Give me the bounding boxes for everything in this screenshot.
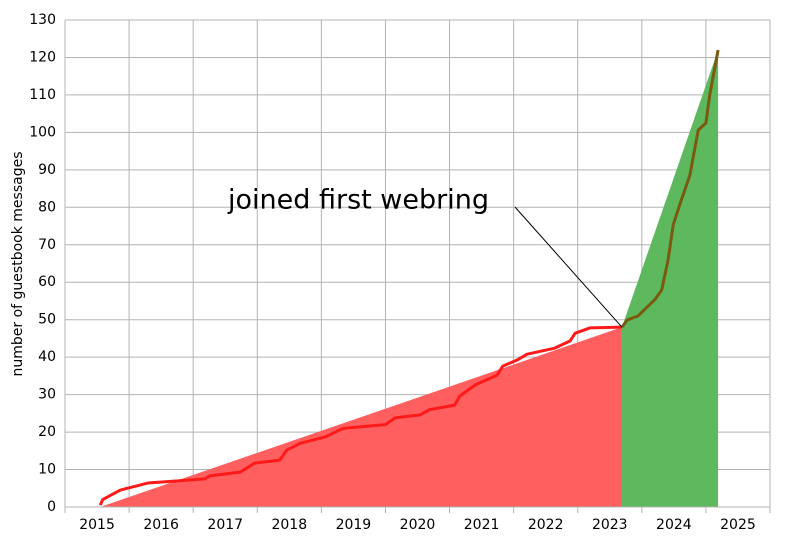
x-tick-label: 2021 <box>464 517 500 533</box>
area <box>100 327 622 507</box>
x-tick-label: 2022 <box>528 517 564 533</box>
x-tick-label: 2024 <box>656 517 692 533</box>
x-tick-label: 2025 <box>720 517 756 533</box>
y-tick-label: 130 <box>29 12 56 28</box>
x-tick-label: 2020 <box>400 517 436 533</box>
x-tick-label: 2019 <box>336 517 372 533</box>
y-axis-label: number of guestbook messages <box>10 152 26 377</box>
x-tick-label: 2015 <box>79 517 115 533</box>
y-tick-label: 30 <box>38 387 56 403</box>
y-tick-label: 120 <box>29 49 56 65</box>
y-tick-label: 100 <box>29 124 56 140</box>
y-tick-label: 40 <box>38 349 56 365</box>
y-tick-label: 110 <box>29 87 56 103</box>
x-tick-label: 2023 <box>592 517 628 533</box>
annotation: joined first webring <box>227 185 489 216</box>
x-tick-label: 2017 <box>207 517 243 533</box>
y-tick-label: 80 <box>38 199 56 215</box>
x-tick-label: 2018 <box>271 517 307 533</box>
line <box>620 49 720 329</box>
area <box>621 49 719 507</box>
y-tick-label: 10 <box>38 462 56 478</box>
y-tick-label: 50 <box>38 312 56 328</box>
y-tick-label: 70 <box>38 237 56 253</box>
line <box>98 325 622 506</box>
y-tick-label: 90 <box>38 162 56 178</box>
x-tick-label: 2016 <box>143 517 179 533</box>
y-tick-label: 20 <box>38 424 56 440</box>
y-tick-label: 0 <box>47 499 56 515</box>
y-tick-label: 60 <box>38 274 56 290</box>
annotation-arrow <box>514 206 623 328</box>
